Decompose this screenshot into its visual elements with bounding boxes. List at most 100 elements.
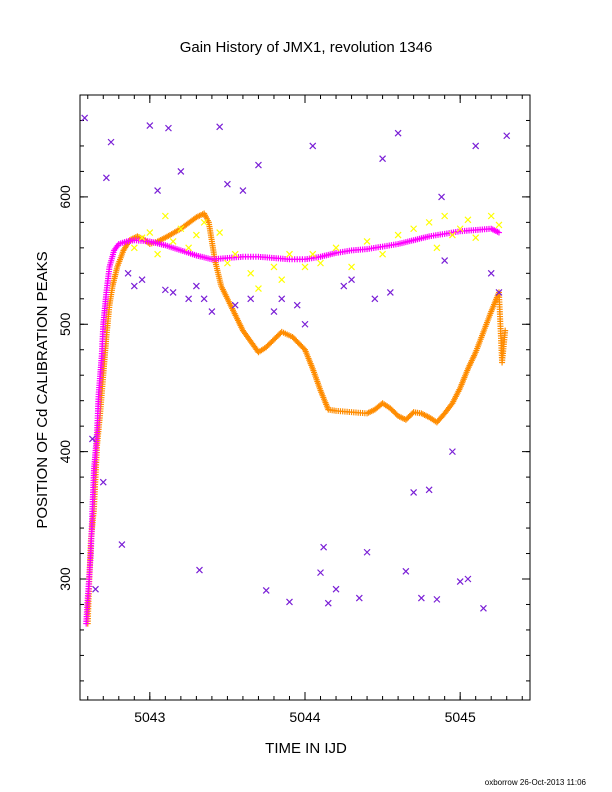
data-point (456, 578, 464, 585)
data-point (300, 345, 307, 352)
data-point (223, 259, 231, 267)
data-point (379, 155, 387, 163)
data-point (379, 250, 387, 258)
y-tick-label: 300 (57, 567, 73, 591)
data-point (293, 301, 301, 309)
data-point (223, 180, 231, 188)
data-point (247, 269, 255, 277)
data-point (107, 138, 115, 146)
x-axis-label: TIME IN IJD (265, 740, 347, 757)
data-point (363, 238, 371, 245)
data-point (320, 543, 328, 551)
data-point (348, 263, 355, 271)
data-point (456, 225, 464, 233)
data-point (402, 567, 410, 575)
data-point (169, 238, 177, 245)
data-point (165, 124, 172, 132)
data-point (448, 231, 456, 239)
data-point (146, 229, 154, 236)
data-point (231, 301, 239, 309)
data-point (332, 244, 340, 252)
data-point (262, 587, 270, 594)
data-point (130, 282, 138, 290)
data-point (487, 269, 495, 277)
data-point (102, 174, 110, 182)
data-point (324, 599, 332, 607)
data-point (286, 250, 293, 258)
data-point (154, 187, 162, 194)
series-0 (84, 210, 509, 627)
data-point (81, 114, 89, 122)
series-3 (81, 114, 511, 612)
data-point (192, 231, 200, 239)
data-series (81, 114, 511, 627)
data-point (425, 486, 433, 494)
data-point (394, 231, 402, 239)
x-tick-label: 5043 (134, 709, 165, 725)
data-point (301, 263, 309, 271)
data-point (278, 276, 286, 284)
data-point (487, 212, 495, 220)
data-point (417, 594, 425, 602)
series-2 (130, 212, 503, 293)
data-point (433, 244, 441, 252)
data-point (208, 308, 216, 315)
data-point (332, 585, 340, 593)
plot-frame (79, 94, 531, 701)
series-1 (83, 225, 502, 627)
data-point (88, 435, 96, 443)
data-point (247, 295, 255, 303)
data-point (270, 308, 278, 315)
y-tick-label: 400 (57, 440, 73, 464)
data-point (146, 122, 154, 129)
data-point (161, 212, 169, 220)
footer-credit: oxborrow 26-Oct-2013 11:06 (485, 778, 587, 787)
data-point (231, 250, 239, 258)
data-point (185, 244, 193, 252)
data-point (441, 257, 449, 265)
data-point (472, 234, 480, 242)
data-point (425, 218, 433, 226)
x-axis-ticks: 5043 5044 5045 (87, 95, 523, 725)
x-tick-label: 5045 (445, 709, 476, 725)
data-point (216, 123, 224, 131)
data-point (503, 132, 511, 140)
data-point (480, 604, 487, 612)
data-point (309, 142, 317, 150)
data-point (317, 569, 324, 577)
data-point (154, 250, 162, 258)
data-point (309, 250, 317, 258)
data-point (255, 161, 262, 169)
data-point (355, 594, 363, 602)
data-point (192, 282, 200, 290)
data-point (239, 187, 247, 194)
data-point (317, 259, 324, 267)
data-point (278, 295, 286, 303)
data-point (286, 598, 293, 606)
data-point (495, 221, 503, 229)
data-point (495, 229, 502, 236)
chart-title: Gain History of JMX1, revolution 1346 (180, 39, 433, 56)
data-point (185, 295, 193, 303)
data-point (255, 285, 262, 293)
data-point (99, 478, 107, 486)
data-point (270, 263, 278, 271)
data-point (410, 488, 418, 496)
data-point (118, 541, 126, 549)
data-point (386, 288, 394, 296)
data-point (177, 167, 185, 175)
data-point (196, 566, 203, 574)
data-point (340, 282, 348, 290)
data-point (394, 129, 402, 137)
data-point (433, 595, 441, 603)
y-tick-label: 500 (57, 312, 73, 336)
data-point (130, 244, 138, 252)
data-point (200, 218, 208, 226)
data-point (138, 234, 146, 242)
x-tick-label: 5044 (289, 709, 320, 725)
data-point (177, 225, 185, 233)
data-point (348, 276, 355, 284)
data-point (92, 585, 99, 593)
data-point (124, 269, 132, 277)
